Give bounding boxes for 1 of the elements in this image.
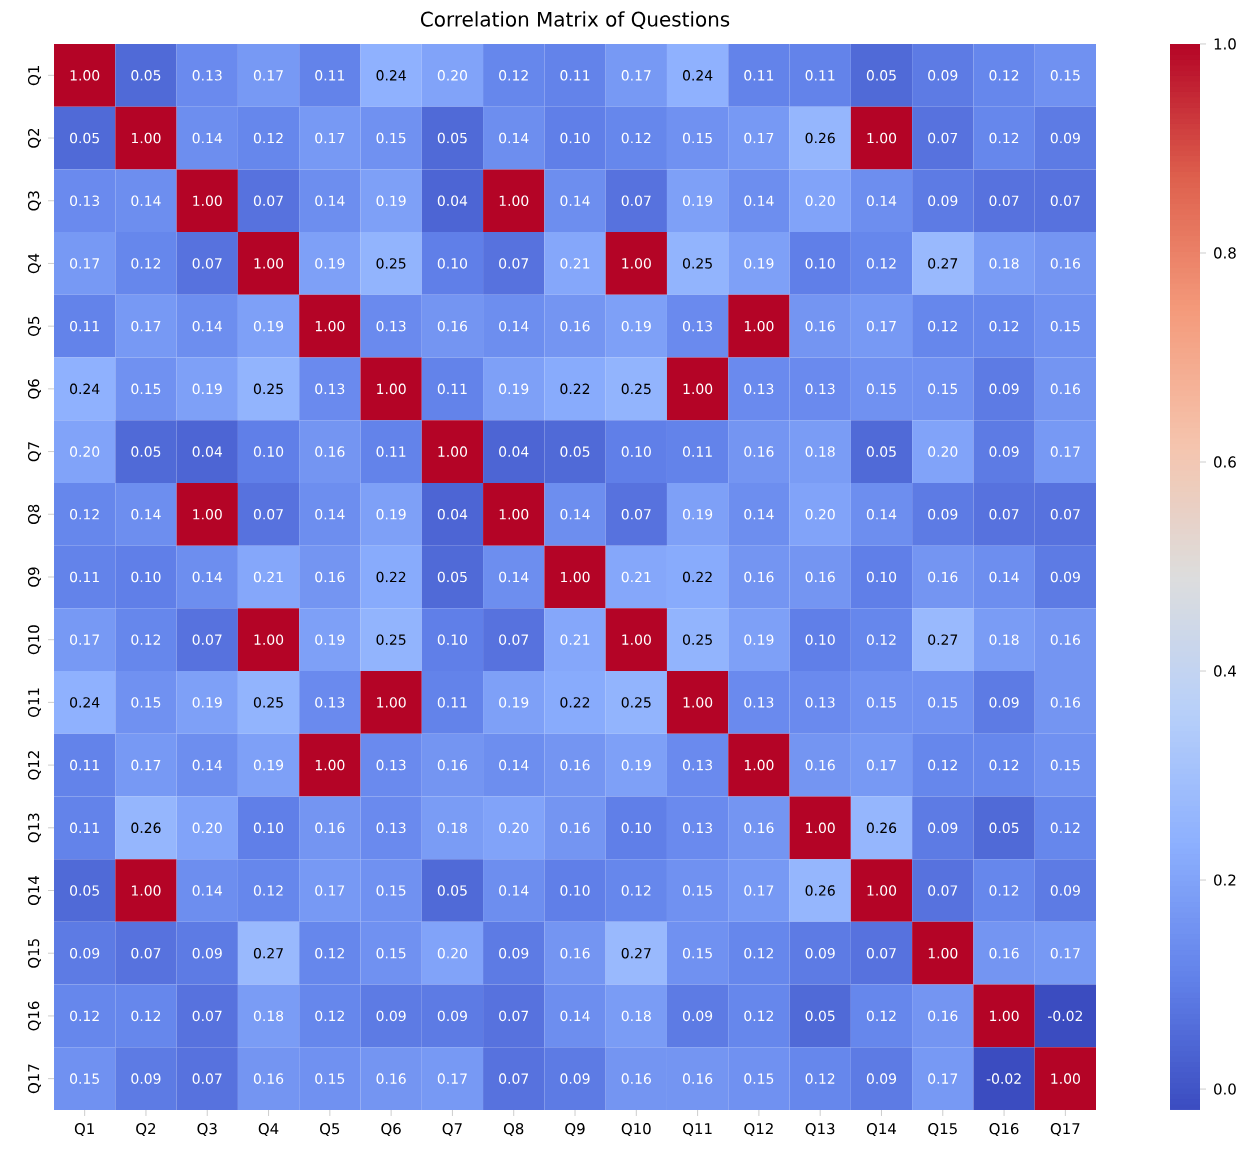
chart-title: Correlation Matrix of Questions [420, 11, 730, 29]
